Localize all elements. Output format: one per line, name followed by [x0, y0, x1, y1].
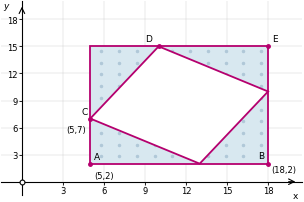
Text: x: x — [293, 191, 298, 200]
Text: (18,2): (18,2) — [271, 166, 296, 175]
Text: C: C — [81, 107, 88, 116]
Text: (5,2): (5,2) — [95, 171, 114, 180]
Polygon shape — [90, 47, 268, 164]
Polygon shape — [90, 47, 268, 164]
Text: (5,7): (5,7) — [67, 125, 86, 134]
Text: y: y — [3, 2, 8, 11]
Text: D: D — [145, 35, 152, 44]
Text: A: A — [95, 152, 101, 161]
Text: B: B — [258, 151, 264, 160]
Text: E: E — [272, 35, 278, 44]
